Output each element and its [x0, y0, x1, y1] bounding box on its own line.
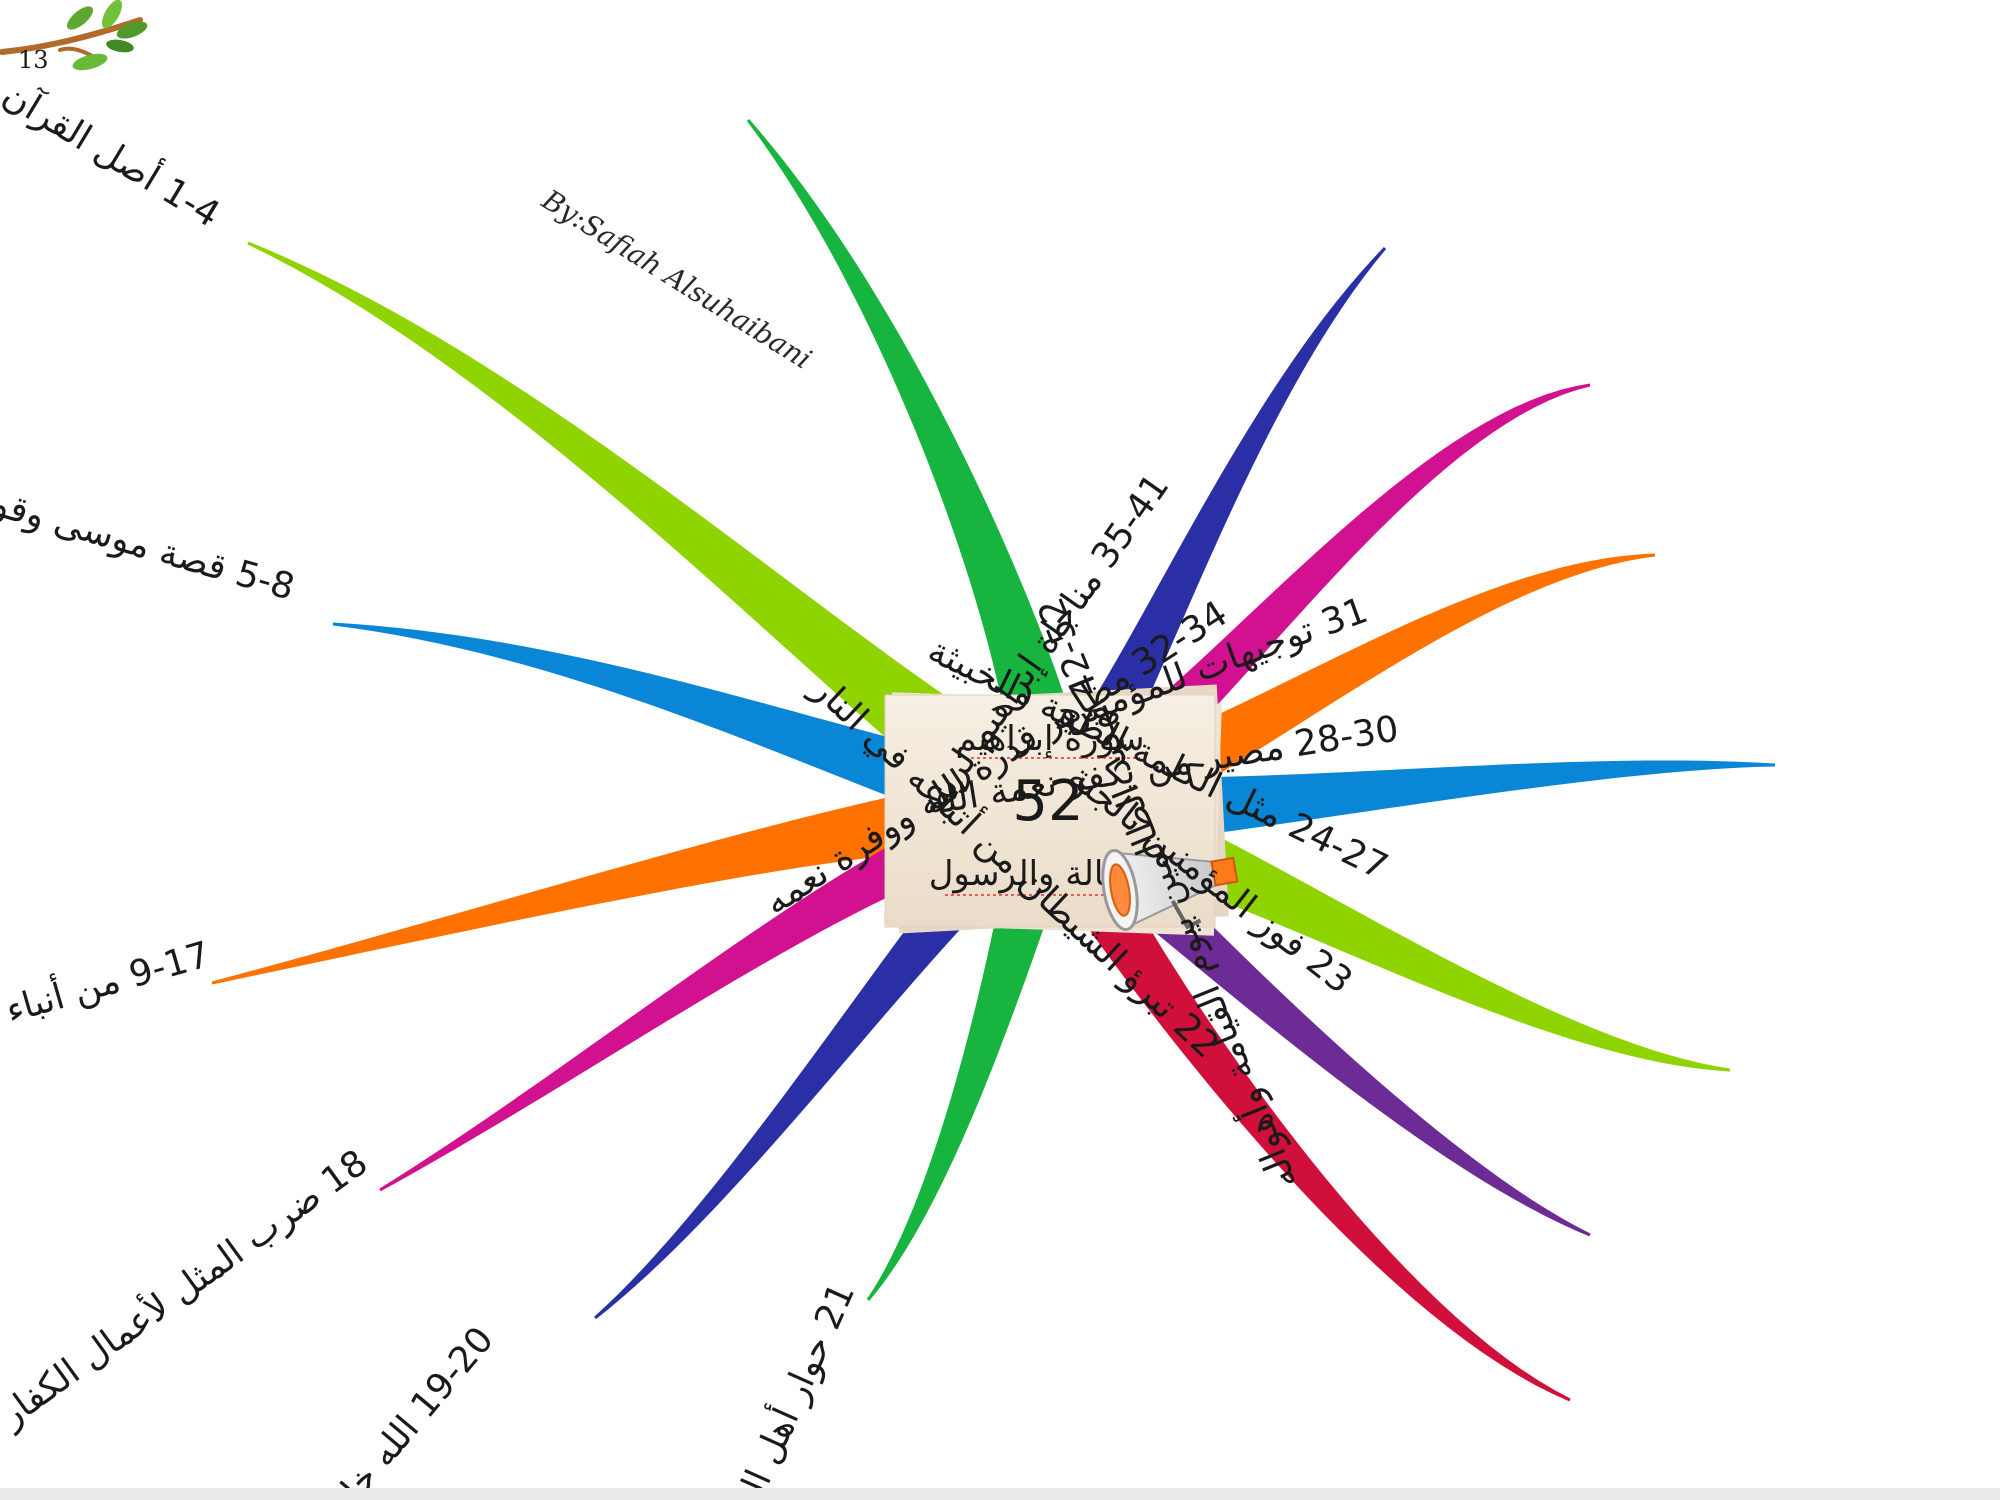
labels-layer: 1-4 أصل القرآن ومهمته ولسان الرسل ووظيفت…	[0, 0, 1401, 1500]
branch-label: 1-4 أصل القرآن ومهمته ولسان الرسل ووظيفت…	[0, 0, 229, 236]
branch-leaves-icon	[0, 0, 148, 71]
megaphone-icon	[1101, 849, 1239, 931]
branch-ribbon	[247, 241, 1072, 851]
branch-label: 5-8 قصة موسى وقومه	[0, 473, 299, 609]
center-number: 52	[1012, 769, 1083, 834]
branch-ribbon	[1047, 760, 1776, 850]
branch-ribbon	[1017, 796, 1571, 1402]
bottom-bar	[0, 1488, 2000, 1500]
center-title: سورة إبراهيم	[955, 719, 1144, 759]
branch-ribbon	[1026, 246, 1387, 834]
author-signature: By:Safiah Alsuhaibani	[535, 182, 817, 375]
branch-label: 19-20 الله خالق الكون وحده	[188, 1319, 502, 1500]
branch-ribbon	[211, 770, 1051, 985]
branch-ribbon	[746, 119, 1092, 815]
branch-label: 9-17 من أنباء الأمم السابقة مع رسلهم	[0, 930, 214, 1133]
branch-label: 21 حوار أهل النار	[714, 1275, 864, 1500]
center-node: سورة إبراهيم 52 الرسالة والرسول	[884, 684, 1239, 936]
branch-label: 18 ضرب المثل لأعمال الكفار	[0, 1140, 375, 1437]
page-number: 13	[18, 46, 49, 74]
